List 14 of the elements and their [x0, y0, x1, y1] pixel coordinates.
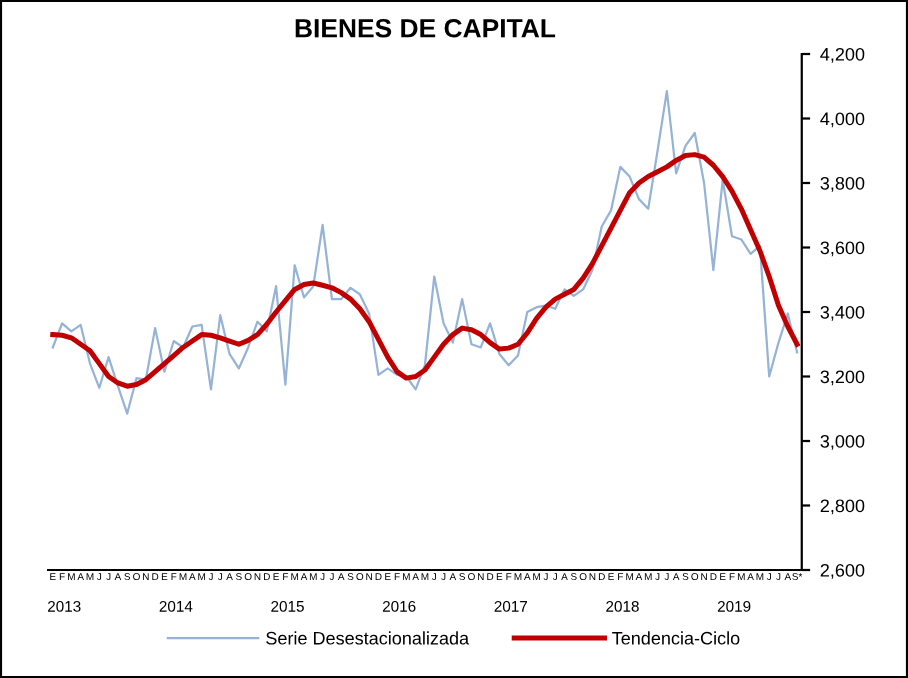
legend-label: Serie Desestacionalizada	[266, 631, 470, 645]
y-tick-label: 3,000	[820, 434, 865, 450]
y-tick-label: 3,800	[820, 176, 865, 192]
y-tick-label: 3,200	[820, 370, 865, 386]
legend-label: Tendencia-Ciclo	[612, 631, 740, 645]
y-tick-label: 3,400	[820, 305, 865, 321]
line-series	[50, 152, 800, 389]
chart-title: BIENES DE CAPITAL	[295, 18, 556, 38]
y-tick-label: 2,600	[820, 563, 865, 579]
y-tick-label: 3,600	[820, 241, 865, 257]
line-series	[51, 89, 799, 415]
y-tick-label: 4,200	[820, 47, 865, 63]
y-tick-label: 4,000	[820, 112, 865, 128]
y-tick-label: 2,800	[820, 499, 865, 515]
